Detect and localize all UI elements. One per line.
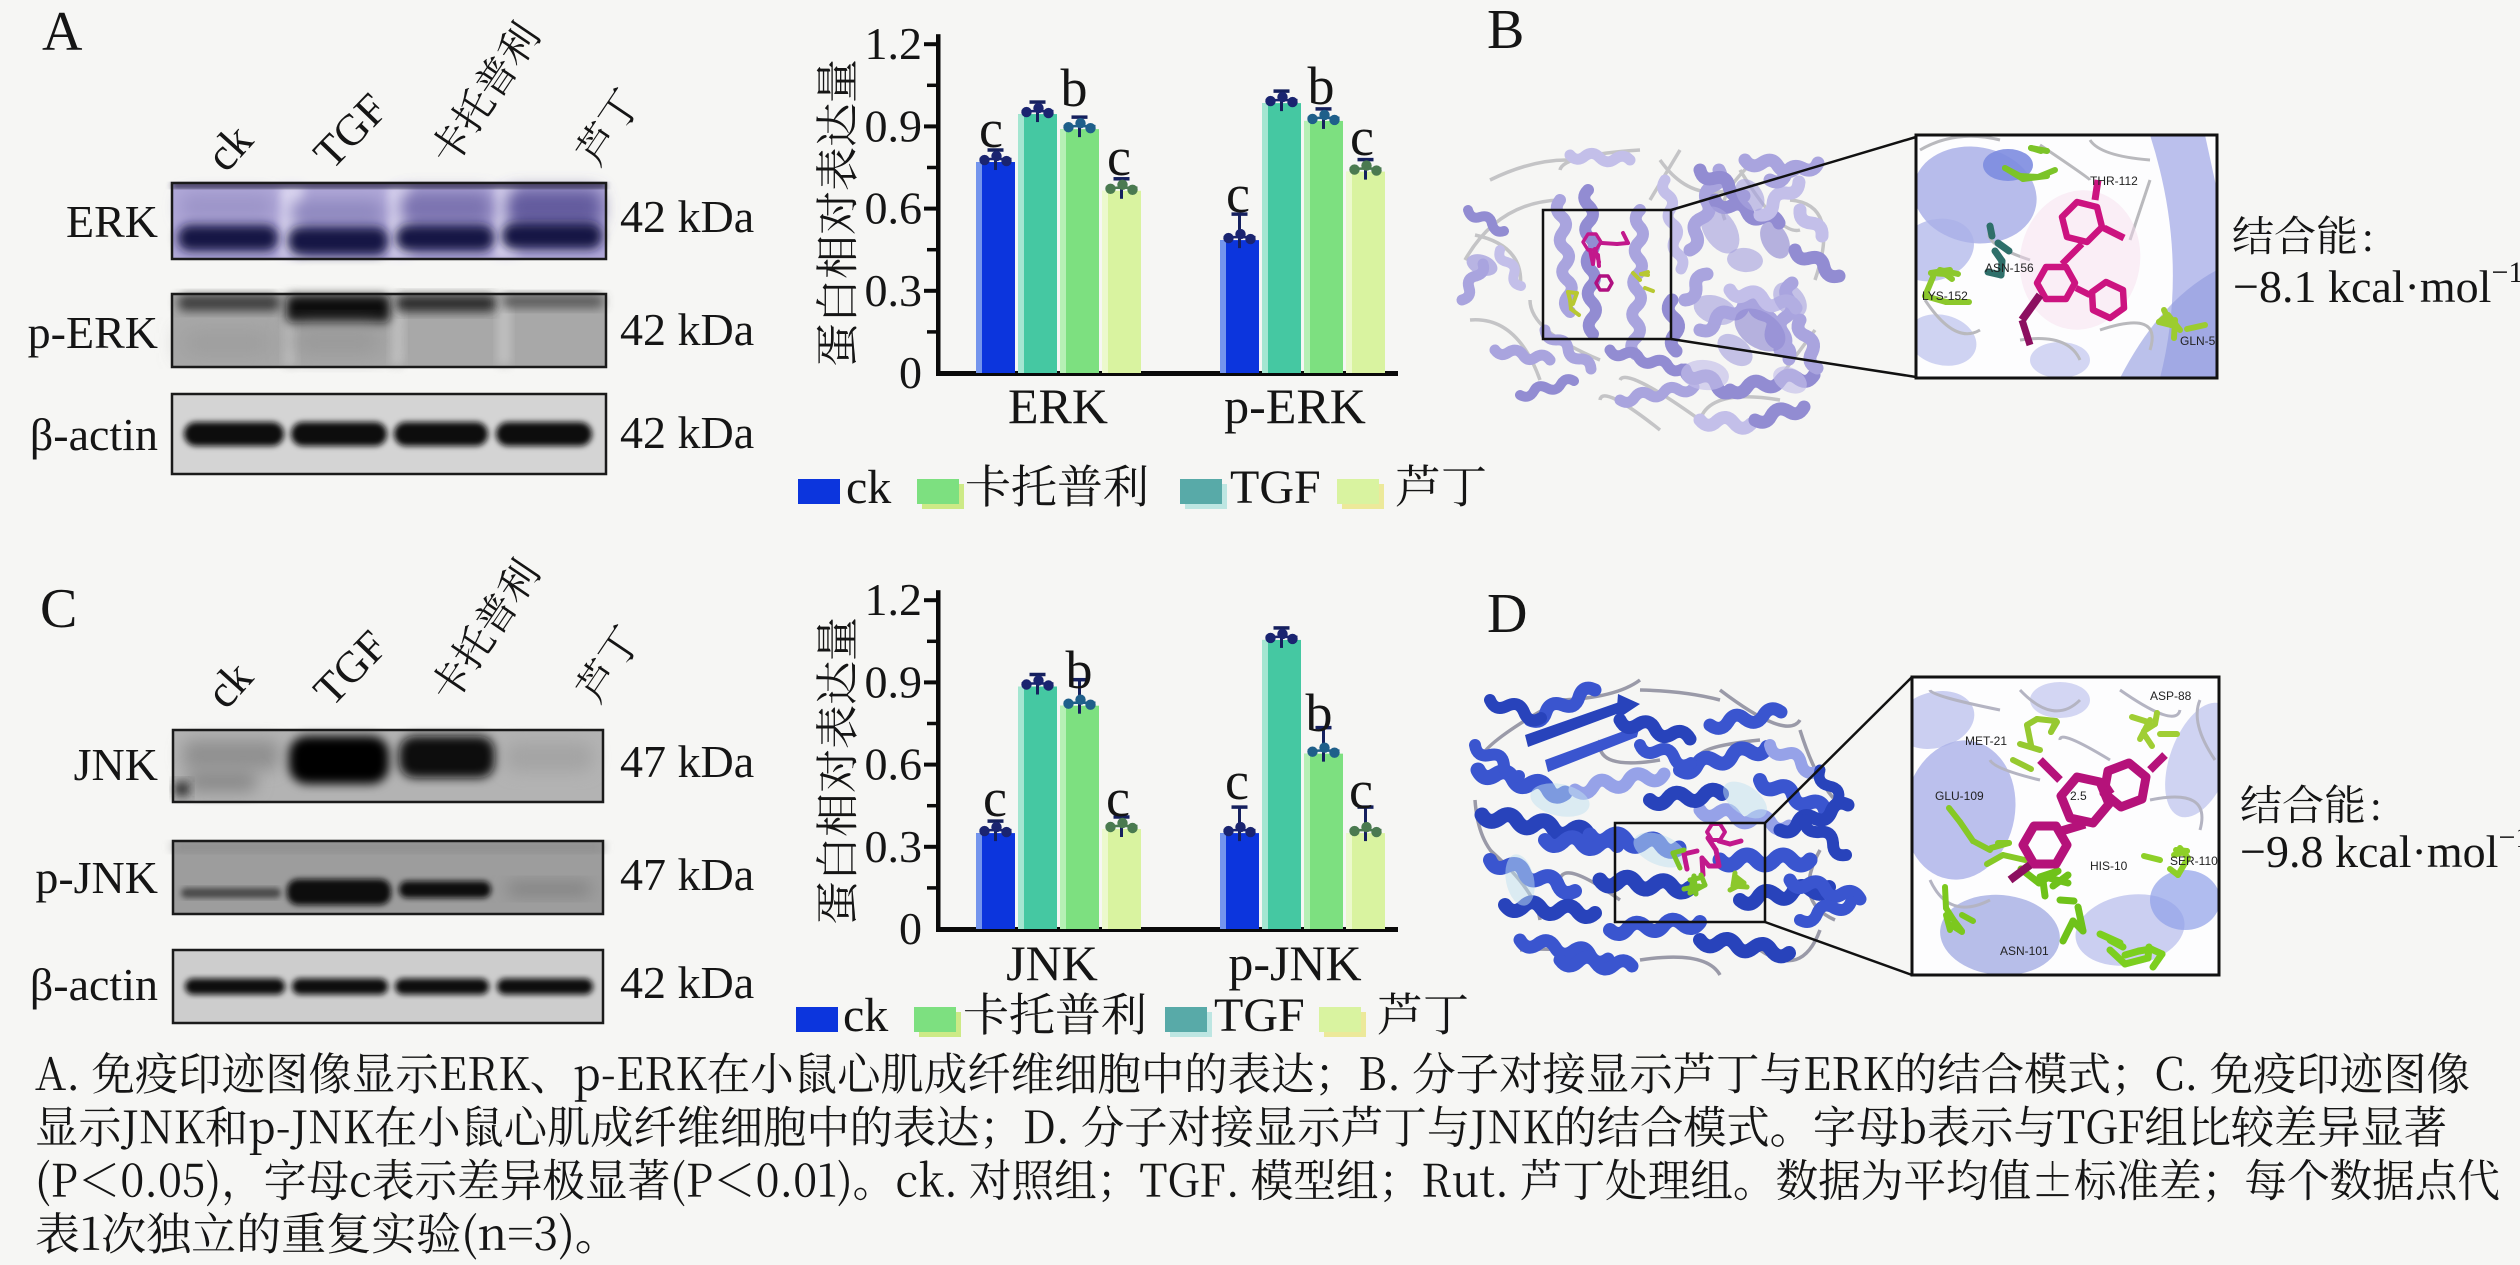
svg-text:0.9: 0.9 [865, 100, 923, 151]
svg-text:ck: ck [846, 461, 891, 514]
svg-text:c: c [1106, 768, 1130, 828]
svg-text::: : [2370, 784, 2382, 830]
svg-text:A: A [42, 1, 83, 63]
svg-text:p-JNK: p-JNK [35, 852, 158, 903]
svg-text:p-ERK: p-ERK [28, 307, 158, 358]
svg-text:JNK: JNK [1006, 935, 1098, 991]
svg-text:GLU-109: GLU-109 [1935, 789, 1984, 803]
svg-text:HIS-10: HIS-10 [2090, 859, 2128, 873]
svg-text:TGF: TGF [1214, 989, 1305, 1042]
svg-text:b: b [1306, 683, 1333, 743]
svg-text:β-actin: β-actin [30, 409, 158, 460]
svg-text:b: b [1061, 58, 1088, 118]
svg-text:ASP-88: ASP-88 [2150, 689, 2192, 703]
svg-text:c: c [1349, 760, 1373, 820]
svg-text:2.5: 2.5 [2070, 789, 2087, 803]
svg-text:−9.8 kcal·mol−1: −9.8 kcal·mol−1 [2240, 821, 2520, 877]
svg-text:ERK: ERK [66, 196, 158, 247]
svg-text:p-JNK: p-JNK [1228, 935, 1361, 991]
svg-text:ck: ck [843, 989, 888, 1042]
svg-text:0: 0 [899, 347, 922, 398]
svg-text:c: c [1226, 164, 1250, 224]
svg-text:0.6: 0.6 [865, 183, 923, 234]
svg-text:p-ERK: p-ERK [1224, 378, 1366, 434]
svg-text:0.9: 0.9 [865, 656, 923, 707]
svg-text::: : [2362, 215, 2374, 261]
svg-text:47 kDa: 47 kDa [620, 849, 754, 900]
svg-text:1.2: 1.2 [865, 18, 923, 69]
svg-text:SER-110: SER-110 [2170, 854, 2218, 868]
svg-text:42 kDa: 42 kDa [620, 957, 754, 1008]
svg-text:0.6: 0.6 [865, 739, 923, 790]
svg-text:c: c [1107, 127, 1131, 187]
svg-text:b: b [1308, 56, 1335, 116]
svg-text:0: 0 [899, 903, 922, 954]
svg-text:ASN-101: ASN-101 [2000, 944, 2049, 958]
svg-text:1.2: 1.2 [865, 574, 923, 625]
svg-text:47 kDa: 47 kDa [620, 736, 754, 787]
svg-text:LYS-152: LYS-152 [1922, 289, 1968, 303]
svg-text:c: c [1225, 751, 1249, 811]
svg-text:−8.1 kcal·mol−1: −8.1 kcal·mol−1 [2233, 256, 2520, 312]
svg-text:0.3: 0.3 [865, 265, 923, 316]
svg-text:42 kDa: 42 kDa [620, 191, 754, 242]
svg-text:ERK: ERK [1008, 378, 1108, 434]
svg-text:C: C [40, 578, 77, 640]
svg-text:c: c [1350, 107, 1374, 167]
svg-text:0.3: 0.3 [865, 821, 923, 872]
svg-text:42 kDa: 42 kDa [620, 407, 754, 458]
svg-text:THR-112: THR-112 [2090, 174, 2138, 188]
svg-text:β-actin: β-actin [30, 959, 158, 1010]
svg-text:42 kDa: 42 kDa [620, 304, 754, 355]
svg-text:ASN-156: ASN-156 [1985, 261, 2034, 275]
svg-text:JNK: JNK [74, 739, 158, 790]
svg-text:TGF: TGF [1230, 461, 1321, 514]
svg-text:c: c [983, 768, 1007, 828]
svg-text:c: c [979, 99, 1003, 159]
svg-text:GLN-57: GLN-57 [2180, 334, 2222, 348]
svg-text:b: b [1066, 640, 1093, 700]
svg-text:D: D [1487, 583, 1527, 645]
svg-text:B: B [1487, 0, 1524, 61]
svg-text:MET-21: MET-21 [1965, 734, 2007, 748]
